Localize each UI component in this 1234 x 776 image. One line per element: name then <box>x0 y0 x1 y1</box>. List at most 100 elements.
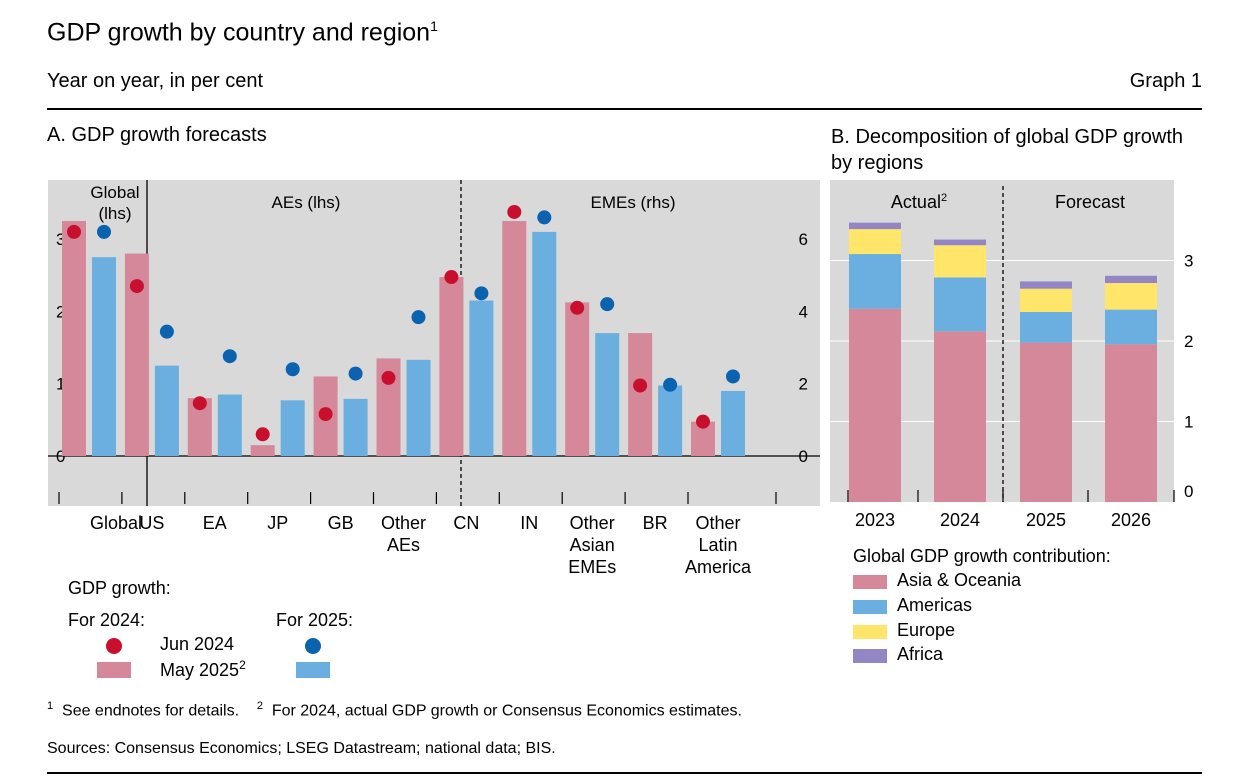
bar-2025-other-aes <box>406 359 431 456</box>
page-title: GDP growth by country and region1 <box>47 18 438 47</box>
y-tick-label-b: 3 <box>1184 252 1193 271</box>
stack-2024-africa <box>934 239 986 246</box>
dot-2025-ea <box>222 349 237 364</box>
bar-2025-in <box>532 231 557 456</box>
header-rule <box>47 108 1202 110</box>
section-label-actual: Actual2 <box>891 192 947 212</box>
dot-2024-gb <box>318 407 333 422</box>
chart-b: 0 1 2 3 Actual2 Forecast 2023 2024 2025 2026 <box>830 180 1193 530</box>
x-tick-label: Latin <box>698 535 737 555</box>
footnotes: 1 See endnotes for details. 2 For 2024, … <box>47 700 742 720</box>
legend-label-asia: Asia & Oceania <box>897 570 1022 590</box>
bar-2025-other-asian-emes <box>595 333 620 456</box>
dot-2025-global <box>97 224 111 239</box>
bar-2024-global <box>62 221 86 456</box>
dot-2024-other-aes <box>381 370 396 385</box>
legend-label-africa: Africa <box>897 644 944 664</box>
stack-2023-asia-oceania <box>849 308 901 502</box>
chart-a: 0 1 2 3 0 2 4 6 Global (lhs) AEs (lhs) EMEs (rhs) Gl… <box>48 180 820 577</box>
legend-swatch-asia <box>853 575 887 589</box>
dot-2025-gb <box>348 366 363 381</box>
bar-2025-global <box>92 257 116 456</box>
stack-2024-europe <box>934 245 986 278</box>
x-tick-label: JP <box>267 513 288 533</box>
dot-2025-other-latin-america <box>726 369 740 384</box>
plot-area-a <box>48 180 820 506</box>
x-tick-label-b: 2026 <box>1111 510 1151 530</box>
legend-swatch-americas <box>853 600 887 614</box>
x-tick-label: America <box>685 557 752 577</box>
bar-2024-cn <box>439 277 464 456</box>
dot-2024-global <box>67 224 81 239</box>
bar-2025-jp <box>280 400 305 456</box>
legend-swatch-blue <box>296 662 330 678</box>
stack-2026-africa <box>1105 275 1157 284</box>
y-left-tick-label: 1 <box>56 375 65 394</box>
dot-2024-cn <box>444 270 459 285</box>
group-label-aes: AEs (lhs) <box>272 193 341 212</box>
panel-a-title: A. GDP growth forecasts <box>47 124 267 146</box>
stack-2023-africa <box>849 222 901 230</box>
legend-a-for2025: For 2025: <box>276 610 354 630</box>
x-tick-label: Other <box>570 513 615 533</box>
stack-2025-africa <box>1020 281 1072 289</box>
stack-2025-europe <box>1020 288 1072 313</box>
dot-2024-br <box>633 378 648 393</box>
y-right-tick-label: 0 <box>799 447 808 466</box>
y-right-tick-label: 4 <box>799 302 808 321</box>
bar-2024-us <box>124 253 149 456</box>
legend-dot-blue <box>305 638 321 654</box>
legend-label-europe: Europe <box>897 620 956 640</box>
y-tick-label-b: 2 <box>1184 332 1193 351</box>
bar-2025-us <box>154 365 179 456</box>
x-tick-label-b: 2025 <box>1026 510 1066 530</box>
legend-label-jun: Jun 2024 <box>160 634 235 654</box>
x-tick-label: US <box>139 513 164 533</box>
group-label-emes: EMEs (rhs) <box>591 193 676 212</box>
legend-label-may: May 20252 <box>160 658 246 680</box>
x-tick-label: BR <box>643 513 668 533</box>
y-left-tick-label: 3 <box>56 230 65 249</box>
y-tick-label-b: 0 <box>1184 482 1193 501</box>
panel-b-title: B. Decomposition of global GDP growth by… <box>831 126 1184 174</box>
dot-2024-us <box>129 279 144 294</box>
y-tick-label-b: 1 <box>1184 413 1193 432</box>
dot-2025-jp <box>285 362 300 377</box>
bar-2024-other-asian-emes <box>565 302 590 456</box>
section-label-forecast: Forecast <box>1055 192 1125 212</box>
dot-2024-ea <box>192 396 207 411</box>
x-tick-label-b: 2023 <box>855 510 895 530</box>
dot-2024-in <box>507 204 522 219</box>
group-label-global-sub: (lhs) <box>98 204 131 223</box>
dot-2025-other-asian-emes <box>600 297 615 312</box>
bar-2025-other-latin-america <box>721 390 745 456</box>
dot-2025-other-aes <box>411 310 426 325</box>
footer-rule <box>47 772 1202 774</box>
x-tick-label: IN <box>520 513 538 533</box>
bar-2025-ea <box>217 394 242 456</box>
dot-2024-other-asian-emes <box>570 300 585 315</box>
stack-2023-europe <box>849 229 901 255</box>
bar-2024-in <box>502 221 527 456</box>
dot-2024-other-latin-america <box>696 414 710 429</box>
stack-2025-asia-oceania <box>1020 342 1072 502</box>
bar-2025-br <box>658 385 683 456</box>
stack-2026-asia-oceania <box>1105 344 1157 502</box>
legend-dot-red <box>106 638 122 654</box>
x-tick-label: AEs <box>387 535 420 555</box>
bar-2025-cn <box>469 300 494 456</box>
legend-swatch-pink <box>97 662 131 678</box>
dot-2024-jp <box>255 427 270 442</box>
y-right-tick-label: 2 <box>799 375 808 394</box>
x-tick-label: EMEs <box>568 557 616 577</box>
x-tick-label: EA <box>203 513 227 533</box>
x-tick-label-b: 2024 <box>940 510 980 530</box>
legend-b-title: Global GDP growth contribution: <box>853 546 1111 566</box>
stack-2024-americas <box>934 277 986 332</box>
legend-swatch-europe <box>853 625 887 639</box>
x-tick-label: Global <box>90 513 142 533</box>
y-right-tick-label: 6 <box>799 230 808 249</box>
legend-label-americas: Americas <box>897 595 973 615</box>
stack-2025-americas <box>1020 312 1072 343</box>
bar-2024-br <box>628 333 653 456</box>
